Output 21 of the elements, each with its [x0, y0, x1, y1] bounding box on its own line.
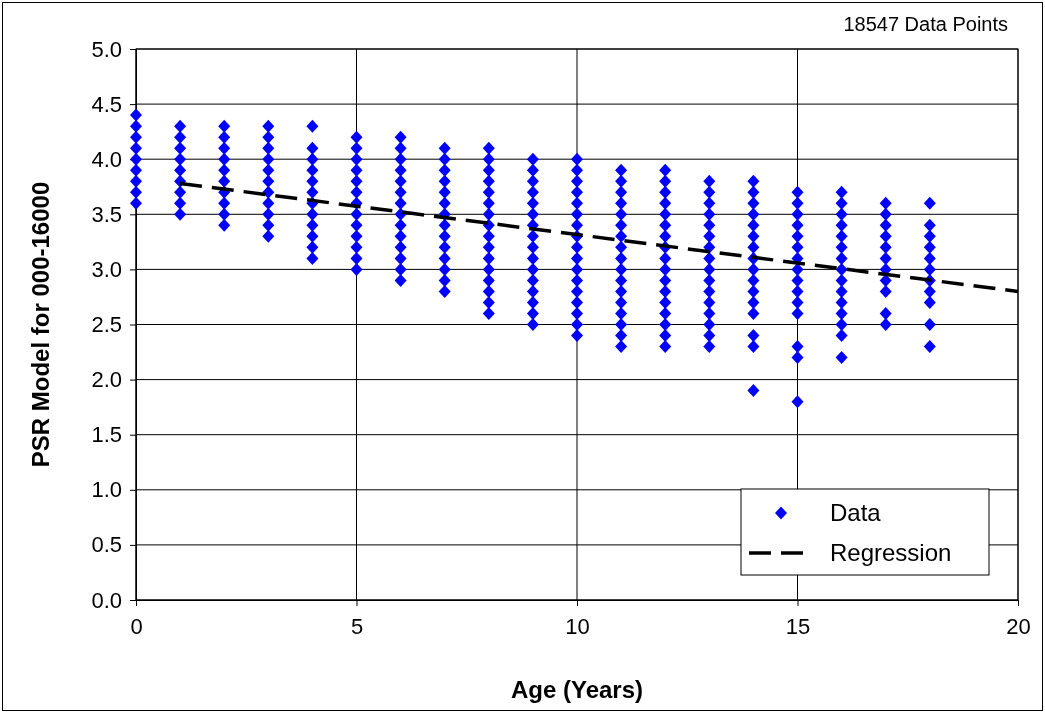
y-tick-label: 1.0	[91, 477, 122, 503]
y-tick-label: 3.0	[91, 256, 122, 282]
x-tick-label: 5	[350, 613, 364, 639]
y-tick-label: 1.5	[91, 422, 122, 448]
y-axis-title: PSR Model for 000-16000	[27, 181, 54, 468]
x-tick-label: 0	[130, 613, 143, 639]
x-tick-label: 10	[565, 613, 590, 639]
x-tick-label: 20	[1006, 613, 1031, 639]
x-tick-label: 15	[785, 613, 811, 639]
legend-label: Data	[830, 499, 882, 526]
text: 18547 Data Points	[843, 13, 1008, 35]
legend-label: Regression	[830, 539, 952, 566]
y-tick-label: 2.5	[91, 312, 122, 338]
y-tick-label: 4.0	[91, 146, 122, 172]
y-tick-label: 2.0	[91, 367, 122, 393]
y-tick-label: 5.0	[91, 36, 122, 62]
y-tick-label: 4.5	[91, 91, 122, 117]
y-tick-label: 0.0	[91, 587, 122, 613]
y-tick-label: 0.5	[91, 532, 122, 558]
y-tick-label: 3.5	[91, 201, 122, 227]
x-axis-title: Age (Years)	[510, 676, 644, 703]
